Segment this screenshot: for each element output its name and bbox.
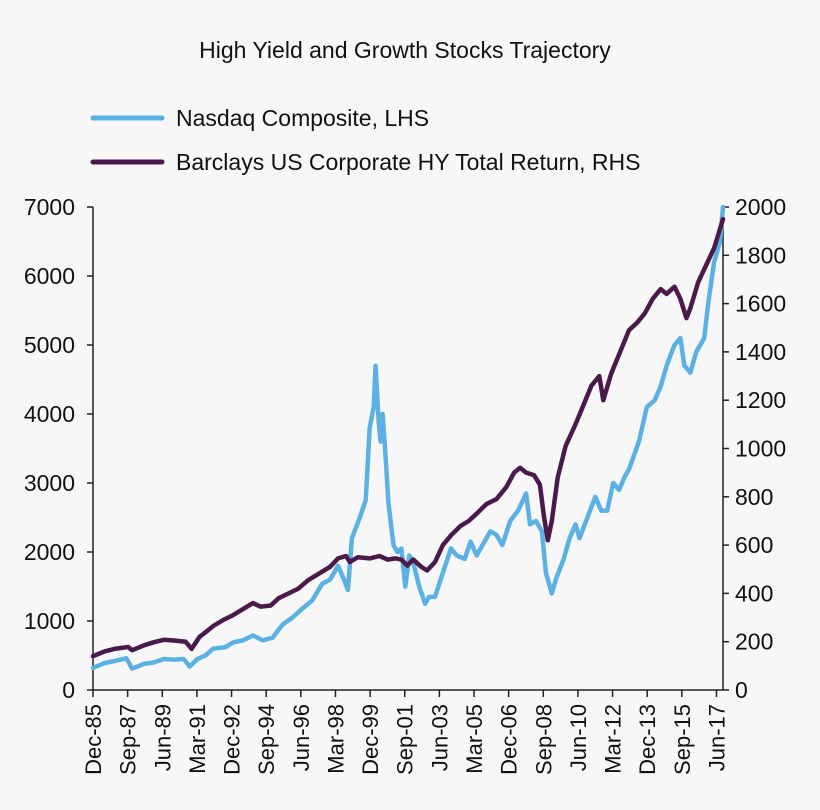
x-tick-label: Sep-01 [393,704,418,775]
y-right-tick-label: 400 [735,580,773,606]
y-right-tick-label: 2000 [735,194,786,220]
chart-axes: 0 1000 2000 3000 4000 5000 6000 7000 0 200 400 600 8… [24,194,786,775]
x-tick-label: Dec-92 [220,704,245,775]
y-left-tick-label: 0 [62,677,75,703]
x-tick-label: Sep-08 [531,704,556,775]
legend-label-nasdaq: Nasdaq Composite, LHS [176,105,429,131]
x-tick-label: Jun-96 [289,704,314,771]
x-tick-label: Mar-91 [185,704,210,774]
chart-title: High Yield and Growth Stocks Trajectory [199,37,611,63]
y-left-tick-label: 3000 [24,470,75,496]
x-tick-label: Dec-99 [358,704,383,775]
x-tick-label: Jun-10 [566,704,591,771]
y-right-tick-label: 1000 [735,436,786,462]
chart-series [90,204,726,671]
x-tick-label: Mar-05 [462,704,487,774]
x-tick-label: Sep-15 [670,704,695,775]
x-tick-label: Mar-98 [323,704,348,774]
y-left-tick-label: 6000 [24,263,75,289]
y-right-tick-label: 1800 [735,242,786,268]
x-tick-label: Mar-12 [601,704,626,774]
y-left-tick-label: 5000 [24,332,75,358]
y-right-tick-label: 800 [735,484,773,510]
x-tick-label: Jun-89 [150,704,175,771]
x-tick-label: Sep-94 [254,704,279,775]
y-right-tick-label: 1600 [735,291,786,317]
y-left-tick-label: 1000 [24,608,75,634]
series-line-nasdaq [90,204,726,671]
x-tick-label: Jun-17 [704,704,729,771]
y-left-tick-label: 7000 [24,194,75,220]
x-tick-label: Dec-85 [81,704,106,775]
y-right-tick-label: 1200 [735,387,786,413]
x-tick-label: Sep-87 [116,704,141,775]
y-left-tick-label: 2000 [24,539,75,565]
y-right-tick-label: 1400 [735,339,786,365]
y-right-tick-label: 0 [735,677,748,703]
legend-label-barclays-hy: Barclays US Corporate HY Total Return, R… [176,149,640,175]
y-right-tick-label: 600 [735,532,773,558]
x-tick-label: Jun-03 [427,704,452,771]
x-tick-label: Dec-13 [635,704,660,775]
x-tick-label: Dec-06 [497,704,522,775]
y-right-tick-label: 200 [735,629,773,655]
y-left-tick-label: 4000 [24,401,75,427]
chart-legend: Nasdaq Composite, LHS Barclays US Corpora… [90,105,640,175]
series-line-barclays-hy [90,216,726,659]
